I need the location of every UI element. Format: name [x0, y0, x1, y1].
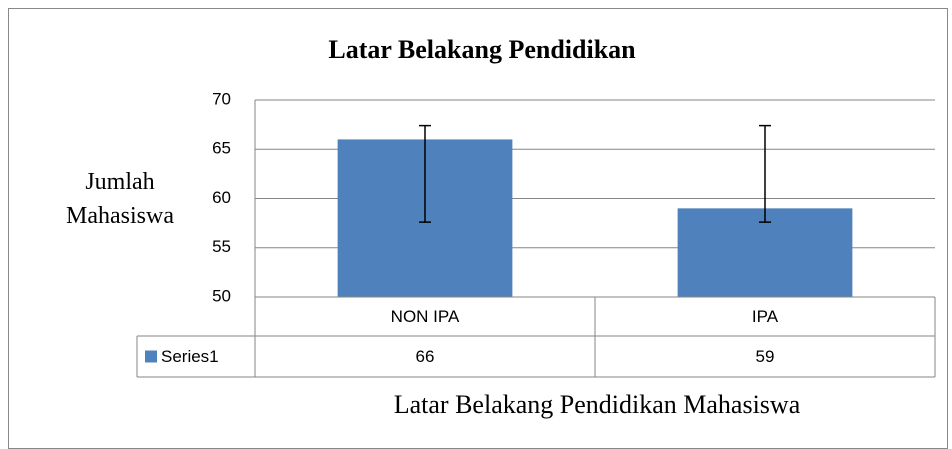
- x-tick-label: IPA: [752, 307, 779, 326]
- y-tick-label: 65: [212, 139, 231, 158]
- y-axis-title: Jumlah Mahasiswa: [66, 169, 174, 229]
- legend-swatch: [145, 350, 157, 363]
- bar: [677, 208, 853, 297]
- chart-title: Latar Belakang Pendidikan: [328, 35, 636, 64]
- y-tick-label: 50: [212, 286, 231, 305]
- y-tick-label: 60: [212, 188, 231, 207]
- y-tick-label: 55: [212, 237, 231, 256]
- x-axis-title: Latar Belakang Pendidikan Mahasiswa: [394, 390, 801, 419]
- data-table-value: 59: [756, 347, 775, 366]
- y-tick-label: 70: [212, 89, 231, 108]
- data-table-value: 66: [416, 347, 435, 366]
- legend-label: Series1: [161, 347, 219, 366]
- x-tick-label: NON IPA: [391, 307, 460, 326]
